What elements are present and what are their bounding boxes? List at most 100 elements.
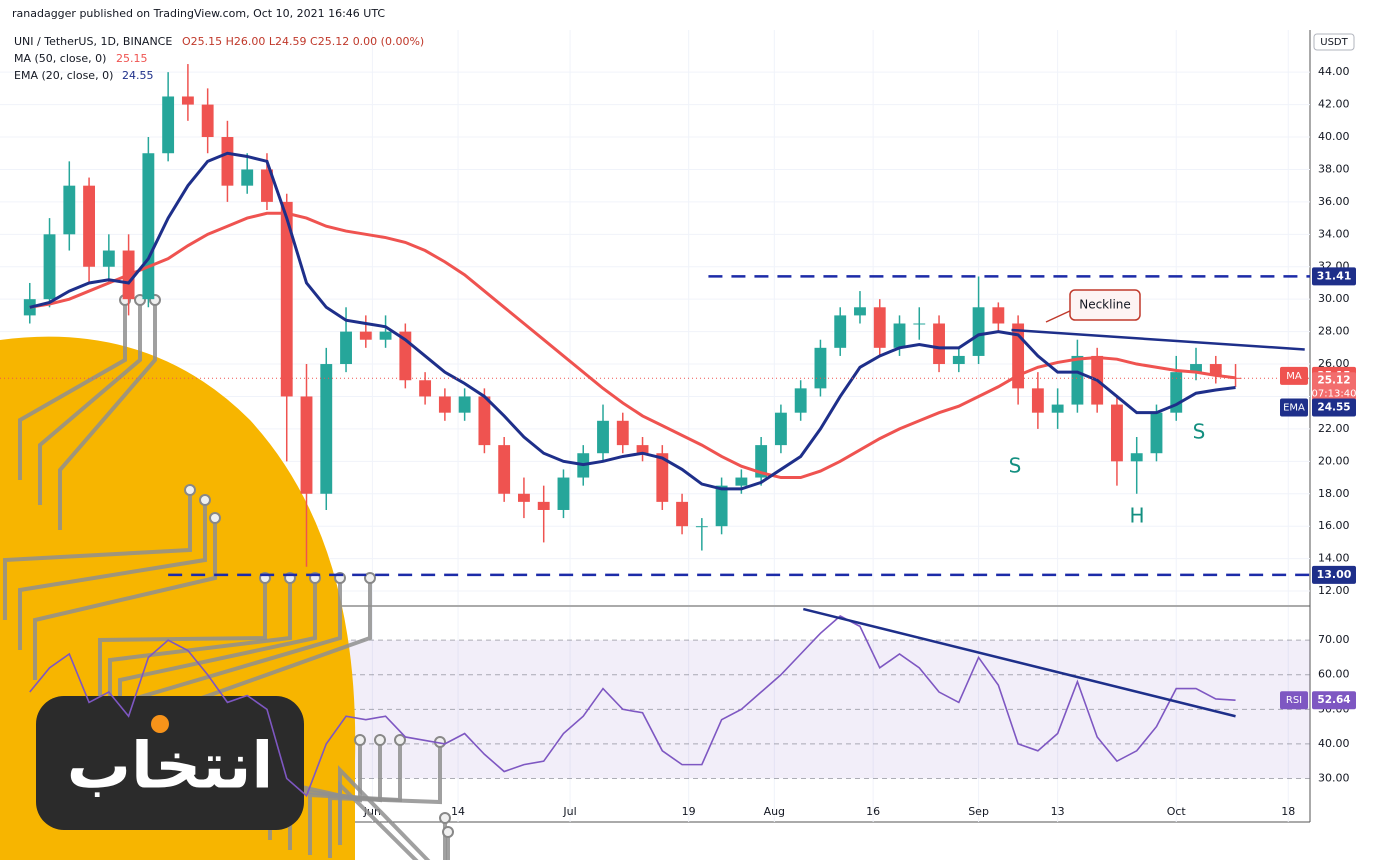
indicator-line xyxy=(29,151,1236,491)
pattern-label: H xyxy=(1129,504,1144,528)
circuit xyxy=(98,578,267,700)
candle-body xyxy=(636,445,649,454)
badge-name: MA xyxy=(1286,371,1302,382)
legend-label: EMA (20, close, 0) xyxy=(14,69,113,82)
callout-text: Neckline xyxy=(1079,298,1131,312)
candle-body xyxy=(873,307,886,348)
x-tick-label: Oct xyxy=(1167,805,1187,818)
x-tick-label: 13 xyxy=(1051,805,1065,818)
rsi-line xyxy=(29,615,1236,798)
candle-body xyxy=(63,185,76,235)
candle-body xyxy=(438,396,451,413)
pattern-label: S xyxy=(1193,420,1206,444)
y-tick-label: 40.00 xyxy=(1318,130,1350,143)
candle-body xyxy=(537,501,550,510)
callout-pointer xyxy=(1045,309,1073,323)
candle-body xyxy=(320,364,333,494)
y-tick-label: 34.00 xyxy=(1318,227,1350,240)
x-tick-label: 18 xyxy=(1281,805,1295,818)
badge-box xyxy=(1312,398,1356,417)
circuit-node xyxy=(184,484,196,496)
legend-label: MA (50, close, 0) xyxy=(14,52,106,65)
published-line: ranadagger published on TradingView.com,… xyxy=(12,7,385,20)
circuit-node xyxy=(374,734,386,746)
candle-body xyxy=(419,380,432,397)
circuit-node xyxy=(394,734,406,746)
circuit xyxy=(18,500,207,650)
circuit-node xyxy=(354,734,366,746)
candle-body xyxy=(893,323,906,348)
candle-body xyxy=(201,104,214,138)
x-tick-label: Jul xyxy=(562,805,576,818)
x-tick-label: Aug xyxy=(764,805,785,818)
badge-name-box xyxy=(1280,691,1308,710)
candle-body xyxy=(913,323,926,325)
candle-body xyxy=(261,169,273,202)
candle-body xyxy=(933,323,945,365)
candle-body xyxy=(458,396,471,413)
badge-name: EMA xyxy=(1283,403,1305,414)
circuit xyxy=(58,300,157,530)
rsi-tick-label: 40.00 xyxy=(1318,737,1350,750)
candle-body xyxy=(1111,404,1123,462)
candle-body xyxy=(102,250,115,267)
y-tick-label: 44.00 xyxy=(1318,65,1350,78)
candle-body xyxy=(715,485,728,527)
circuit-node xyxy=(442,826,454,838)
badge-name-box xyxy=(1280,398,1308,417)
logo-coin xyxy=(151,715,169,733)
y-tick-label: 20.00 xyxy=(1318,454,1350,467)
y-tick-label: 14.00 xyxy=(1318,552,1350,565)
indicator-line xyxy=(29,211,1236,480)
candle-body xyxy=(695,526,708,528)
level-badge xyxy=(1312,565,1356,584)
badge-value: 52.64 xyxy=(1317,694,1350,706)
x-tick-label: 14 xyxy=(451,805,465,818)
candle-body xyxy=(498,445,511,494)
candle-body xyxy=(379,331,392,340)
level-badge xyxy=(1312,267,1356,286)
circuit xyxy=(33,518,217,680)
y-tick-label: 28.00 xyxy=(1318,325,1350,338)
candle-body xyxy=(1229,377,1242,379)
candle-body xyxy=(597,420,609,454)
candle-body xyxy=(359,331,372,340)
candle-body xyxy=(1031,388,1044,413)
badge-name: RSI xyxy=(1286,695,1302,706)
x-tick-label: Sep xyxy=(968,805,989,818)
candle-body xyxy=(794,388,807,413)
y-tick-label: 16.00 xyxy=(1318,519,1350,532)
y-tick-label: 36.00 xyxy=(1318,195,1350,208)
rsi-tick-label: 30.00 xyxy=(1318,771,1350,784)
candle-body xyxy=(221,137,234,186)
candle-body xyxy=(1051,404,1064,413)
candle-body xyxy=(992,307,1005,324)
candle-body xyxy=(399,331,412,381)
currency: USDT xyxy=(1320,37,1348,48)
callout-box xyxy=(1069,289,1141,321)
candle-body xyxy=(142,153,155,300)
candle-body xyxy=(518,493,530,502)
candle-body xyxy=(1130,453,1143,462)
y-tick-label: 30.00 xyxy=(1318,292,1350,305)
candle-body xyxy=(340,331,352,365)
countdown: 07:13:40 xyxy=(1312,388,1357,399)
ohlc: O25.15 H26.00 L24.59 C25.12 0.00 (0.00%) xyxy=(182,35,424,48)
candle-body xyxy=(1012,323,1025,389)
circuit xyxy=(328,742,442,858)
circuit xyxy=(38,300,142,505)
rsi-trendline xyxy=(803,607,1236,718)
currency-box xyxy=(1313,33,1355,51)
price-badge-box xyxy=(1312,372,1356,403)
level-badge-label: 31.41 xyxy=(1317,269,1352,282)
pattern-label: S xyxy=(1009,454,1022,478)
candle-body xyxy=(1190,364,1202,373)
circuit xyxy=(2,490,192,620)
candle-body xyxy=(241,169,254,186)
candle-body xyxy=(162,96,175,154)
legend-value: 25.15 xyxy=(116,52,148,65)
candle-body xyxy=(834,315,847,348)
circuit-node xyxy=(364,572,376,584)
candle-body xyxy=(656,453,669,502)
